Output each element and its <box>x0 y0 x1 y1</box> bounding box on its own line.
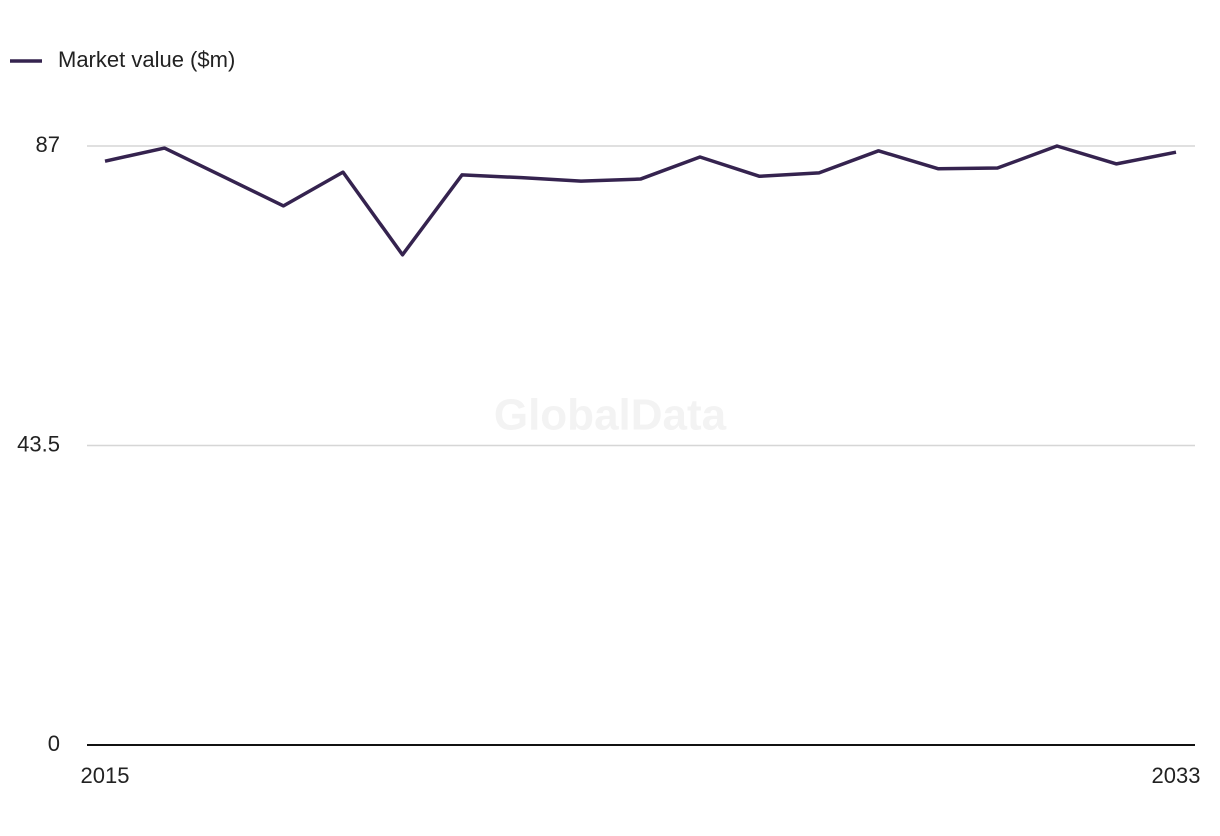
x-tick-label: 2033 <box>1152 763 1201 788</box>
y-tick-label: 0 <box>48 731 60 756</box>
watermark: GlobalData <box>494 391 727 440</box>
y-tick-label: 43.5 <box>17 431 60 456</box>
x-tick-label: 2015 <box>81 763 130 788</box>
legend-label: Market value ($m) <box>58 47 235 72</box>
data-line <box>104 144 1177 257</box>
y-tick-label: 87 <box>36 132 60 157</box>
